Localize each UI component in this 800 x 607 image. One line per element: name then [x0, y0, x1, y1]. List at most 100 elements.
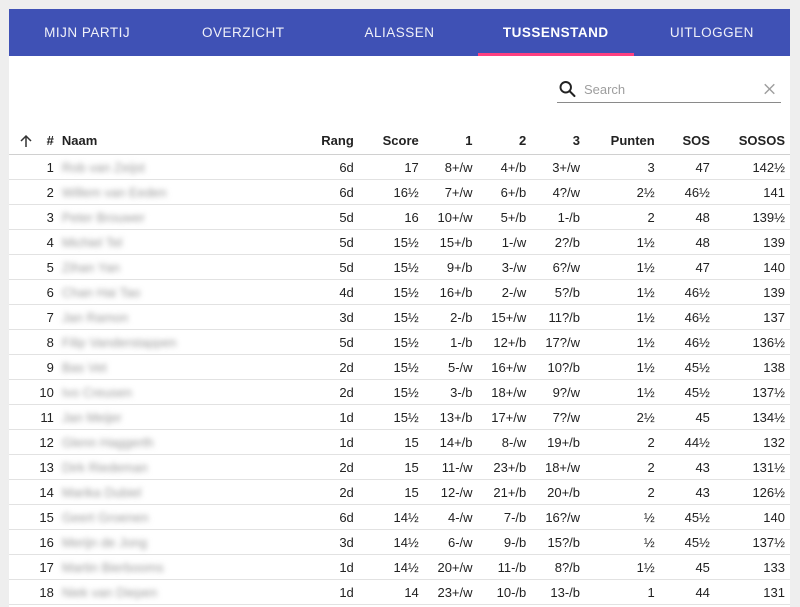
- cell-sosos: 139½: [709, 204, 790, 230]
- cell-r2: 18+/w: [472, 379, 527, 405]
- cell-sos: 45½: [654, 504, 710, 530]
- cell-punten: 1½: [580, 329, 655, 355]
- cell-r2: 2-/w: [472, 279, 527, 305]
- cell-num: 4: [34, 229, 54, 255]
- tab-uitloggen[interactable]: UITLOGGEN: [669, 25, 754, 40]
- row-spacer: [9, 354, 35, 380]
- table-row[interactable]: 13 Dirk Riedeman 2d 15 11-/w 23+/b 18+/w 2 43 131…: [9, 454, 790, 480]
- table-row[interactable]: 12 Glenn Haggerth 1d 15 14+/b 8-/w 19+/b 2 44½ 13…: [9, 429, 790, 455]
- cell-punten: 2: [580, 429, 655, 455]
- player-name: Geert Groenen: [61, 509, 149, 525]
- table-row[interactable]: 1 Rob van Zeijst 6d 17 8+/w 4+/b 3+/w 3 47 142½: [9, 154, 790, 180]
- cell-punten: 2½: [580, 179, 655, 205]
- cell-r3: 1-/b: [526, 204, 581, 230]
- table-row[interactable]: 9 Bas Vet 2d 15½ 5-/w 16+/w 10?/b 1½ 45½ 138: [9, 354, 790, 380]
- close-icon[interactable]: [760, 79, 779, 99]
- cell-sos: 45½: [654, 379, 710, 405]
- player-name: Dirk Riedeman: [61, 459, 148, 475]
- header-round-3[interactable]: 3: [526, 126, 581, 155]
- cell-score: 15½: [353, 229, 419, 255]
- cell-rang: 3d: [274, 529, 354, 555]
- cell-r3: 4?/w: [526, 179, 581, 205]
- cell-sos: 43: [654, 479, 710, 505]
- player-name: Merijn de Jong: [61, 534, 148, 550]
- table-row[interactable]: 7 Jan Ramon 3d 15½ 2-/b 15+/w 11?/b 1½ 46½ 137: [9, 304, 790, 330]
- row-spacer: [9, 154, 35, 180]
- cell-rang: 1d: [274, 429, 354, 455]
- row-spacer: [9, 454, 35, 480]
- header-name[interactable]: Naam: [53, 126, 275, 155]
- cell-sosos: 136½: [709, 329, 790, 355]
- cell-r3: 18+/w: [526, 454, 581, 480]
- cell-rang: 1d: [274, 404, 354, 430]
- header-rang[interactable]: Rang: [274, 126, 354, 155]
- cell-r1: 2-/b: [418, 304, 473, 330]
- cell-sos: 46½: [654, 179, 710, 205]
- cell-r2: 15+/w: [472, 304, 527, 330]
- table-row[interactable]: 5 Zihan Yan 5d 15½ 9+/b 3-/w 6?/w 1½ 47 140: [9, 254, 790, 280]
- cell-sos: 44½: [654, 429, 710, 455]
- cell-sosos: 142½: [709, 154, 790, 180]
- cell-punten: 1½: [580, 379, 655, 405]
- player-name: Marika Dubiel: [61, 484, 142, 500]
- cell-rang: 1d: [274, 579, 354, 605]
- cell-rang: 2d: [274, 479, 354, 505]
- header-score[interactable]: Score: [353, 126, 419, 155]
- header-punten[interactable]: Punten: [580, 126, 655, 155]
- cell-sos: 48: [654, 229, 710, 255]
- table-row[interactable]: 3 Peter Brouwer 5d 16 10+/w 5+/b 1-/b 2 48 139½: [9, 204, 790, 230]
- search-input[interactable]: [583, 81, 760, 97]
- cell-punten: 1: [580, 579, 655, 605]
- cell-r1: 6-/w: [418, 529, 473, 555]
- table-row[interactable]: 2 Willem van Eeden 6d 16½ 7+/w 6+/b 4?/w 2½ 46½ 1…: [9, 179, 790, 205]
- cell-punten: 1½: [580, 554, 655, 580]
- cell-num: 5: [34, 254, 54, 280]
- player-name: Bas Vet: [61, 359, 107, 375]
- table-row[interactable]: 16 Merijn de Jong 3d 14½ 6-/w 9-/b 15?/b ½ 45½ 13…: [9, 529, 790, 555]
- player-name: Peter Brouwer: [61, 209, 145, 225]
- header-round-2[interactable]: 2: [472, 126, 527, 155]
- cell-r2: 6+/b: [472, 179, 527, 205]
- cell-punten: 2: [580, 479, 655, 505]
- cell-name: Jan Ramon: [53, 304, 275, 330]
- table-row[interactable]: 18 Niek van Diepen 1d 14 23+/w 10-/b 13-/b 1 44 1…: [9, 579, 790, 605]
- sort-toggle[interactable]: [9, 126, 35, 155]
- table-row[interactable]: 14 Marika Dubiel 2d 15 12-/w 21+/b 20+/b 2 43 126…: [9, 479, 790, 505]
- header-round-1[interactable]: 1: [418, 126, 473, 155]
- tab-mijn-partij[interactable]: MIJN PARTIJ: [44, 25, 131, 40]
- table-row[interactable]: 6 Chan Hai Tao 4d 15½ 16+/b 2-/w 5?/b 1½ 46½ 139: [9, 279, 790, 305]
- cell-name: Rob van Zeijst: [53, 154, 275, 180]
- search-row: [9, 56, 790, 114]
- cell-num: 14: [34, 479, 54, 505]
- tab-overzicht[interactable]: OVERZICHT: [202, 25, 285, 40]
- tab-tussenstand[interactable]: TUSSENSTAND: [477, 9, 635, 56]
- cell-r2: 17+/w: [472, 404, 527, 430]
- cell-name: Dirk Riedeman: [53, 454, 275, 480]
- arrow-up-icon[interactable]: [19, 134, 33, 148]
- table-row[interactable]: 11 Jan Meijer 1d 15½ 13+/b 17+/w 7?/w 2½ 45 134½: [9, 404, 790, 430]
- cell-r3: 17?/w: [526, 329, 581, 355]
- tab-aliassen[interactable]: ALIASSEN: [364, 25, 435, 40]
- table-row[interactable]: 10 Ivo Creusen 2d 15½ 3-/b 18+/w 9?/w 1½ 45½ 137½: [9, 379, 790, 405]
- header-sos[interactable]: SOS: [654, 126, 710, 155]
- cell-num: 10: [34, 379, 54, 405]
- cell-name: Marika Dubiel: [53, 479, 275, 505]
- header-num[interactable]: #: [34, 126, 54, 155]
- player-name: Glenn Haggerth: [61, 434, 154, 450]
- table-row[interactable]: 17 Martin Bierbooms 1d 14½ 20+/w 11-/b 8?/b 1½ 4…: [9, 554, 790, 580]
- cell-sosos: 137½: [709, 529, 790, 555]
- header-sosos[interactable]: SOSOS: [709, 126, 790, 155]
- table-row[interactable]: 4 Michiel Tel 5d 15½ 15+/b 1-/w 2?/b 1½ 48 139: [9, 229, 790, 255]
- cell-r3: 6?/w: [526, 254, 581, 280]
- table-row[interactable]: 8 Filip Vanderstappen 5d 15½ 1-/b 12+/b 17?/w 1…: [9, 329, 790, 355]
- cell-sosos: 126½: [709, 479, 790, 505]
- cell-r3: 3+/w: [526, 154, 581, 180]
- cell-punten: ½: [580, 529, 655, 555]
- cell-sosos: 140: [709, 254, 790, 280]
- cell-sosos: 133: [709, 554, 790, 580]
- cell-name: Chan Hai Tao: [53, 279, 275, 305]
- cell-sosos: 139: [709, 279, 790, 305]
- cell-r1: 10+/w: [418, 204, 473, 230]
- table-row[interactable]: 15 Geert Groenen 6d 14½ 4-/w 7-/b 16?/w ½ 45½ 140: [9, 504, 790, 530]
- cell-name: Bas Vet: [53, 354, 275, 380]
